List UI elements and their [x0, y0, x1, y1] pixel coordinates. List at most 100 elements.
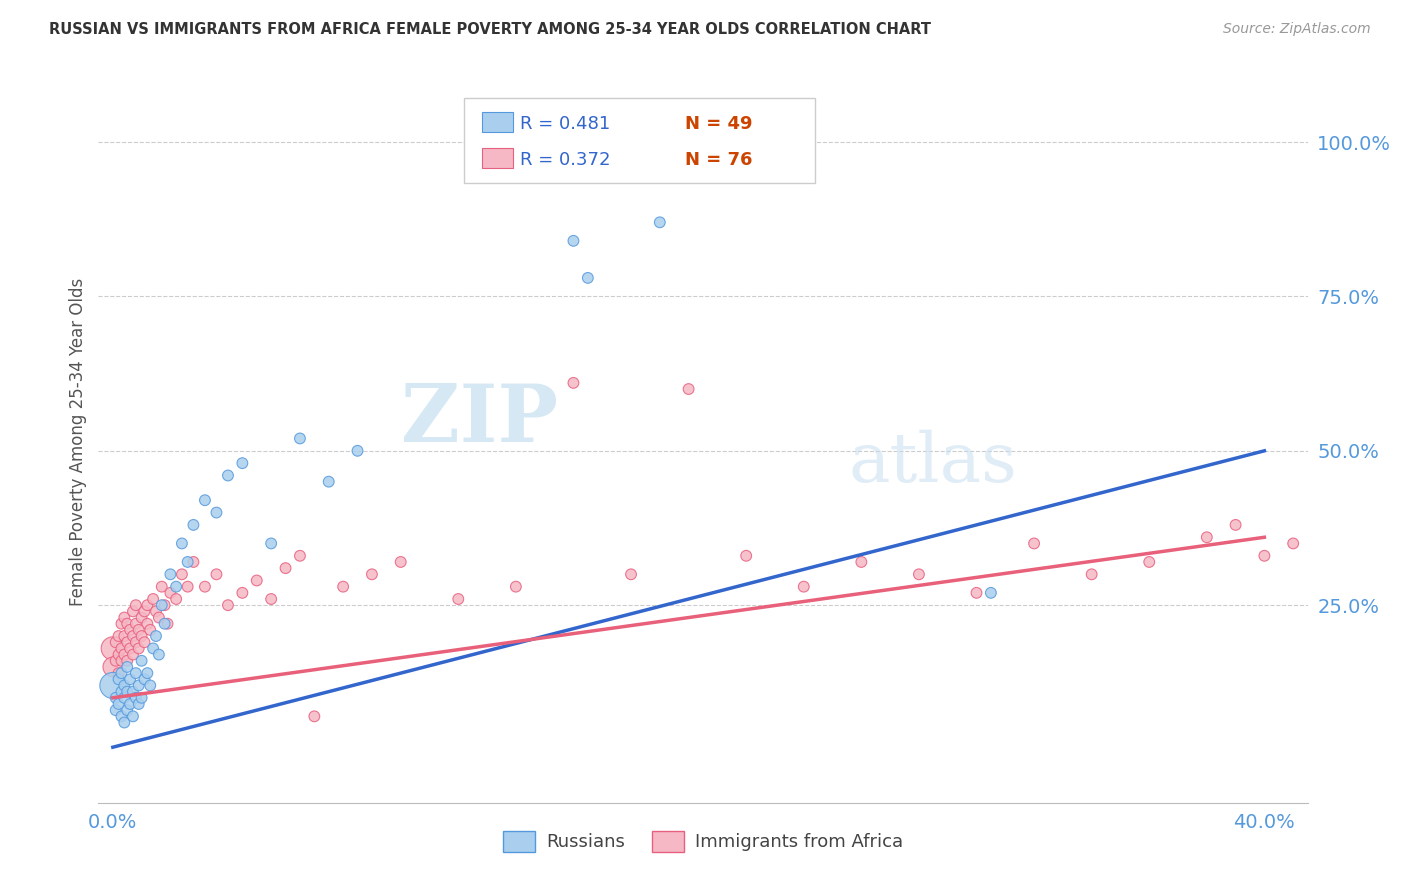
Point — [136, 666, 159, 681]
Point — [110, 666, 132, 681]
Point — [1195, 530, 1218, 544]
Point — [131, 690, 153, 705]
Point — [110, 616, 132, 631]
Point — [145, 604, 167, 618]
Point — [217, 468, 239, 483]
Point — [134, 635, 156, 649]
Point — [1022, 536, 1045, 550]
Point — [110, 684, 132, 698]
Point — [120, 673, 142, 687]
Point — [231, 456, 253, 470]
Point — [122, 709, 145, 723]
Point — [205, 567, 228, 582]
Point — [217, 598, 239, 612]
Text: RUSSIAN VS IMMIGRANTS FROM AFRICA FEMALE POVERTY AMONG 25-34 YEAR OLDS CORRELATI: RUSSIAN VS IMMIGRANTS FROM AFRICA FEMALE… — [49, 22, 931, 37]
Point — [1368, 506, 1391, 520]
Point — [104, 635, 127, 649]
Point — [735, 549, 758, 563]
Point — [194, 580, 217, 594]
Point — [288, 549, 311, 563]
Point — [131, 610, 153, 624]
Point — [176, 555, 198, 569]
Text: Source: ZipAtlas.com: Source: ZipAtlas.com — [1223, 22, 1371, 37]
Point — [851, 555, 873, 569]
Text: N = 76: N = 76 — [685, 151, 752, 169]
Point — [142, 641, 165, 656]
Point — [122, 604, 145, 618]
Point — [131, 654, 153, 668]
Point — [120, 623, 142, 637]
Point — [104, 703, 127, 717]
Point — [1310, 517, 1333, 532]
Point — [183, 555, 205, 569]
Y-axis label: Female Poverty Among 25-34 Year Olds: Female Poverty Among 25-34 Year Olds — [69, 277, 87, 606]
Point — [125, 598, 148, 612]
Point — [562, 376, 585, 390]
Point — [576, 271, 599, 285]
Point — [112, 715, 135, 730]
Point — [115, 660, 138, 674]
Point — [115, 703, 138, 717]
Point — [361, 567, 384, 582]
Point — [1253, 549, 1275, 563]
Point — [274, 561, 297, 575]
Point — [159, 567, 181, 582]
Point — [128, 641, 150, 656]
Point — [101, 660, 124, 674]
Point — [142, 592, 165, 607]
Point — [678, 382, 700, 396]
Point — [139, 623, 162, 637]
Point — [122, 684, 145, 698]
Point — [107, 629, 129, 643]
Point — [170, 567, 193, 582]
Point — [112, 610, 135, 624]
Point — [125, 635, 148, 649]
Point — [112, 678, 135, 692]
Point — [1282, 536, 1305, 550]
Point — [1080, 567, 1102, 582]
Point — [107, 673, 129, 687]
Point — [389, 555, 412, 569]
Point — [134, 673, 156, 687]
Point — [260, 592, 283, 607]
Point — [115, 616, 138, 631]
Point — [139, 678, 162, 692]
Point — [128, 678, 150, 692]
Point — [156, 616, 179, 631]
Point — [153, 616, 176, 631]
Point — [1225, 517, 1247, 532]
Point — [165, 580, 187, 594]
Point — [112, 690, 135, 705]
Point — [125, 616, 148, 631]
Point — [980, 586, 1002, 600]
Text: R = 0.481: R = 0.481 — [520, 115, 610, 133]
Point — [115, 635, 138, 649]
Point — [122, 648, 145, 662]
Point — [176, 580, 198, 594]
Point — [107, 648, 129, 662]
Point — [288, 432, 311, 446]
Text: R = 0.372: R = 0.372 — [520, 151, 610, 169]
Point — [110, 641, 132, 656]
Point — [120, 697, 142, 711]
Point — [183, 517, 205, 532]
Point — [110, 709, 132, 723]
Text: N = 49: N = 49 — [685, 115, 752, 133]
Point — [346, 443, 368, 458]
Point — [128, 697, 150, 711]
Point — [260, 536, 283, 550]
Point — [620, 567, 643, 582]
Point — [231, 586, 253, 600]
Point — [136, 598, 159, 612]
Point — [793, 580, 815, 594]
Point — [153, 598, 176, 612]
Point — [908, 567, 931, 582]
Text: ZIP: ZIP — [401, 381, 558, 458]
Point — [150, 580, 173, 594]
Point — [505, 580, 527, 594]
Point — [136, 616, 159, 631]
Point — [115, 684, 138, 698]
Point — [205, 506, 228, 520]
Point — [447, 592, 470, 607]
Point — [104, 654, 127, 668]
